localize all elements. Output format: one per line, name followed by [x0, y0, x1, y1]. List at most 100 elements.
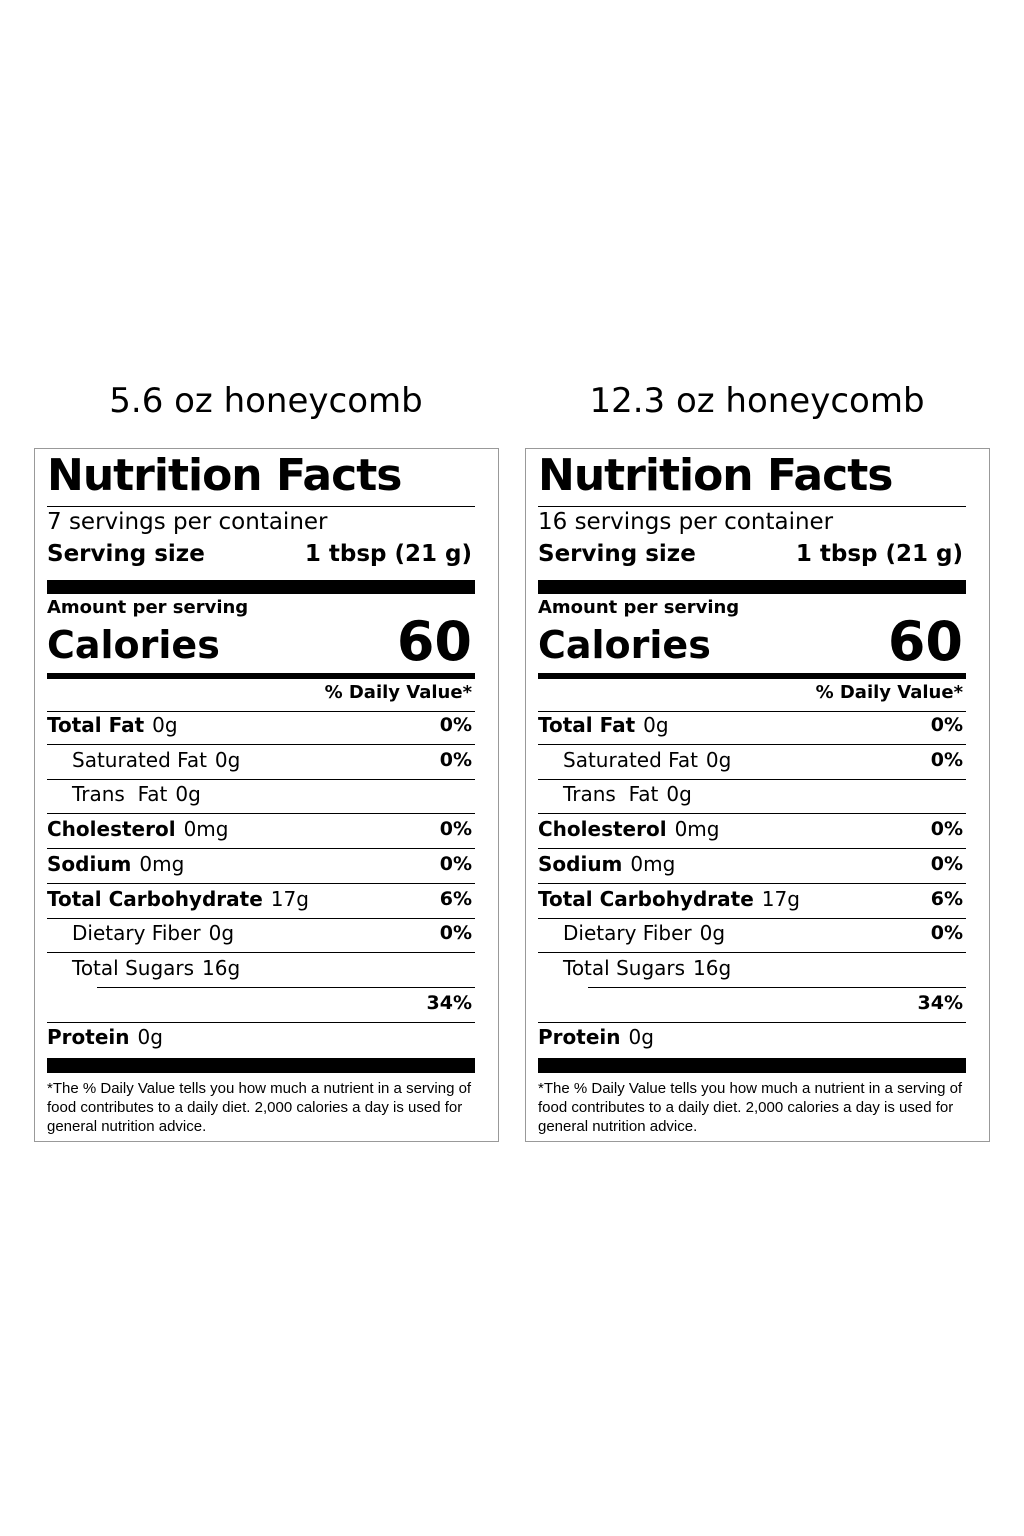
nutrient-row: Cholesterol 0mg [538, 819, 719, 840]
nutrient-amount: 0g [152, 713, 178, 737]
rule [47, 711, 475, 712]
daily-value: 0% [930, 818, 963, 841]
rule [47, 673, 475, 679]
nutrient-name: Saturated Fat [72, 747, 207, 772]
nutrient-amount: 0g [175, 782, 201, 807]
rule [538, 813, 966, 815]
rule [47, 813, 475, 815]
rule [538, 506, 966, 507]
nutrient-row: Protein 0g [538, 1027, 654, 1048]
nutrient-amount: 0g [214, 747, 241, 772]
servings: 7 servings per container [47, 509, 328, 535]
footnote: *The % Daily Value tells you how much a … [47, 1080, 472, 1135]
nutrient-amount: 0g [137, 1025, 163, 1050]
daily-value: 34% [917, 991, 963, 1014]
label-box [525, 448, 990, 1142]
nutrient-name: Total Fat [47, 713, 145, 737]
rule [538, 952, 966, 954]
nutrient-row: Saturated Fat 0g [72, 750, 240, 771]
nutrient-name: Total Sugars [72, 955, 195, 980]
daily-value: 0% [930, 922, 963, 945]
title: Nutrition Facts [47, 450, 402, 501]
nutrient-amount: 0g [628, 1025, 654, 1050]
nutrient-name: Total Carbohydrate [47, 886, 263, 911]
daily-value: 6% [930, 887, 963, 910]
rule [538, 711, 966, 712]
rule [538, 917, 966, 919]
nutrient-row: Total Sugars 16g [72, 958, 240, 979]
nutrient-row: Cholesterol 0mg [47, 819, 228, 840]
nutrient-row: Total Sugars 16g [563, 958, 731, 979]
nutrient-amount: 16g [693, 955, 732, 980]
nutrient-name: Protein [47, 1025, 130, 1050]
rule [538, 848, 966, 850]
daily-value: 0% [439, 922, 472, 945]
rule [47, 778, 475, 780]
nutrient-name: Total Sugars [563, 955, 686, 980]
nutrient-amount: 0mg [139, 851, 185, 876]
serving-size: 1 tbsp (21 g) [304, 541, 472, 567]
nutrient-amount: 0mg [183, 817, 229, 842]
nutrient-amount: 0g [705, 747, 732, 772]
footnote: *The % Daily Value tells you how much a … [538, 1080, 963, 1135]
nutrient-name: Sodium [538, 851, 623, 876]
daily-value: 0% [439, 748, 472, 771]
nutrient-name: Dietary Fiber [72, 921, 201, 946]
nutrient-amount: 16g [202, 955, 241, 980]
nutrient-name: Protein [538, 1025, 621, 1050]
nutrient-name: Dietary Fiber [563, 921, 692, 946]
nutrient-row: Sodium 0mg [47, 854, 184, 875]
daily-value: 0% [439, 714, 472, 736]
nutrient-row: Total Carbohydrate 17g [47, 889, 309, 910]
nutrient-row: Total Carbohydrate 17g [538, 889, 800, 910]
nutrient-row: Dietary Fiber 0g [72, 923, 234, 944]
nutrient-amount: 17g [270, 886, 309, 911]
servings: 16 servings per container [538, 509, 834, 535]
amount-per-serving: Amount per serving [47, 597, 249, 618]
calories: 60 [396, 610, 472, 673]
nutrient-amount: 0g [643, 713, 669, 737]
serving-size-label: Serving size [47, 541, 205, 567]
nutrient-name: Total Fat [538, 713, 636, 737]
rule [538, 744, 966, 745]
nutrient-row: Trans Fat 0g [563, 784, 692, 805]
calories-label: Calories [47, 623, 220, 667]
calories: 60 [887, 610, 963, 673]
nutrient-row: Total Fat 0g [47, 715, 178, 736]
daily-value: 0% [930, 714, 963, 736]
nutrient-amount: 0mg [630, 851, 676, 876]
nutrient-row: Saturated Fat 0g [563, 750, 731, 771]
rule [47, 1058, 475, 1073]
rule [97, 986, 475, 988]
caption: 5.6 oz honeycomb [109, 381, 423, 421]
nutrient-name: Trans Fat [563, 782, 659, 807]
nutrient-name: Trans Fat [72, 782, 168, 807]
nutrient-row: Dietary Fiber 0g [563, 923, 725, 944]
label-box [34, 448, 499, 1142]
daily-value: 0% [930, 748, 963, 771]
nutrient-row: Trans Fat 0g [72, 784, 201, 805]
nutrient-amount: 0g [666, 782, 692, 807]
nutrient-row: Total Fat 0g [538, 715, 669, 736]
serving-size-label: Serving size [538, 541, 696, 567]
rule [47, 882, 475, 884]
nutrient-name: Cholesterol [47, 817, 176, 842]
daily-value: 6% [439, 887, 472, 910]
daily-value-header: % Daily Value* [324, 682, 472, 703]
rule [47, 952, 475, 954]
nutrient-row: Sodium 0mg [538, 854, 675, 875]
nutrient-amount: 0g [699, 921, 726, 946]
nutrient-name: Total Carbohydrate [538, 886, 754, 911]
rule [538, 1021, 966, 1023]
nutrient-amount: 17g [761, 886, 800, 911]
rule [538, 1058, 966, 1073]
daily-value-header: % Daily Value* [815, 682, 963, 703]
rule [538, 580, 966, 594]
rule [538, 673, 966, 679]
nutrient-amount: 0g [208, 921, 235, 946]
rule [47, 580, 475, 594]
nutrient-name: Cholesterol [538, 817, 667, 842]
daily-value: 0% [439, 852, 472, 875]
nutrient-name: Sodium [47, 851, 132, 876]
rule [47, 744, 475, 745]
